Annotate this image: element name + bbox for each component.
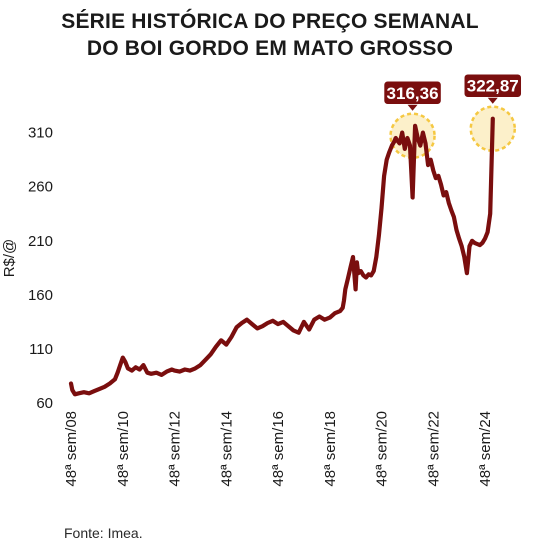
annotation-value: 322,87 — [467, 77, 519, 96]
annotation-label: 322,87 — [463, 72, 523, 104]
x-tick-label: 48ª sem/22 — [425, 411, 442, 487]
y-tick-label: 210 — [28, 233, 53, 250]
x-tick-label: 48ª sem/14 — [218, 411, 235, 487]
chart-title-line-1: SÉRIE HISTÓRICA DO PREÇO SEMANAL — [61, 10, 479, 33]
annotation-value: 316,36 — [387, 84, 439, 103]
x-tick-label: 48ª sem/12 — [167, 411, 184, 487]
annotation-label: 316,36 — [382, 80, 443, 111]
chart-title-line-2: DO BOI GORDO EM MATO GROSSO — [86, 37, 454, 60]
x-tick-label: 48ª sem/24 — [477, 411, 494, 487]
value-annotations: 316,36 322,87 — [382, 72, 523, 111]
y-axis-label: R$/@ — [1, 239, 18, 278]
annotation-pointer — [487, 97, 498, 104]
x-tick-label: 48ª sem/18 — [322, 411, 339, 487]
annotation-pointer — [407, 104, 418, 111]
x-tick-label: 48ª sem/08 — [63, 411, 80, 487]
x-tick-label: 48ª sem/16 — [270, 411, 287, 487]
source-note: Fonte: Imea. — [64, 525, 143, 541]
x-tick-label: 48ª sem/20 — [374, 411, 391, 487]
price-series-line — [68, 116, 495, 397]
y-tick-label: 60 — [36, 395, 53, 412]
x-axis-ticks: 48ª sem/08 48ª sem/10 48ª sem/12 48ª sem/14… — [63, 411, 494, 487]
y-tick-label: 310 — [28, 125, 53, 142]
y-axis-ticks: 60 110 160 210 260 310 — [28, 125, 53, 412]
peak-highlight-circle — [389, 112, 436, 160]
x-tick-label: 48ª sem/10 — [115, 411, 132, 487]
chart-title: SÉRIE HISTÓRICA DO PREÇO SEMANAL DO BOI … — [0, 8, 540, 62]
y-tick-label: 110 — [29, 341, 53, 358]
y-tick-label: 260 — [28, 179, 53, 196]
y-tick-label: 160 — [28, 287, 53, 304]
